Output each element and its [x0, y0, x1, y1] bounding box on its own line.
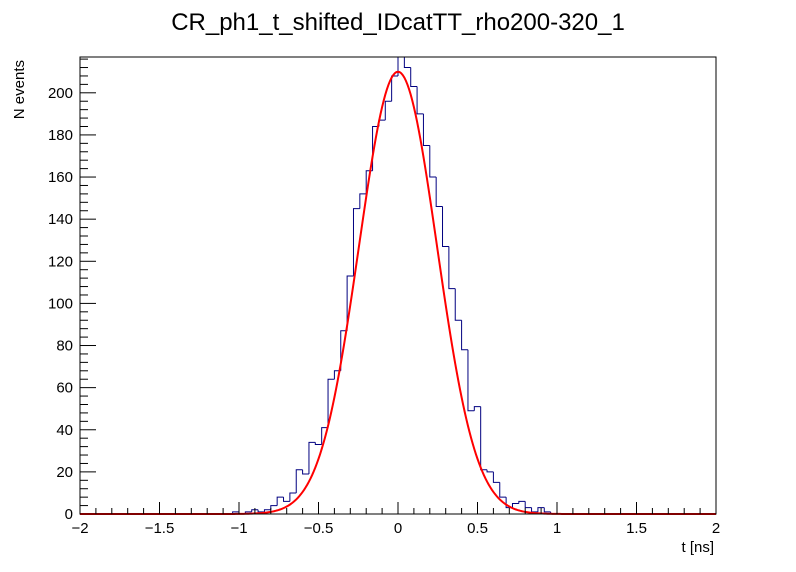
- y-tick-label: 160: [48, 169, 73, 186]
- x-tick-label: −1: [230, 520, 247, 537]
- histogram-bin: [270, 505, 278, 510]
- histogram-bin: [461, 320, 468, 351]
- histogram-bin: [429, 145, 437, 178]
- y-tick-label: 140: [48, 211, 73, 228]
- histogram-bin: [352, 208, 360, 277]
- y-tick-label: 180: [48, 127, 73, 144]
- histogram-bin: [467, 349, 475, 412]
- histogram-bin: [314, 442, 322, 446]
- histogram-bin: [276, 496, 284, 506]
- x-axis-label: t [ns]: [681, 539, 714, 556]
- histogram-bin: [251, 509, 259, 512]
- x-tick-label: 2: [712, 520, 720, 537]
- histogram-bin: [454, 288, 462, 321]
- histogram-bin: [422, 113, 430, 146]
- x-tick-label: 1: [553, 520, 561, 537]
- histogram-bin: [492, 471, 500, 483]
- x-tick-label: 1.5: [626, 520, 647, 537]
- histogram-bin: [511, 502, 519, 508]
- histogram-bin: [308, 441, 316, 474]
- x-tick-label: −1.5: [145, 520, 175, 537]
- histogram-bin: [295, 469, 303, 493]
- histogram-bins: [232, 56, 557, 515]
- histogram-bin: [518, 500, 526, 504]
- plot-frame: [79, 56, 717, 515]
- histogram-bin: [486, 469, 494, 473]
- histogram-bin: [537, 507, 545, 512]
- histogram-bin: [340, 330, 348, 371]
- axes-frame: [79, 56, 717, 515]
- histogram-bin: [403, 57, 411, 69]
- y-tick-label: 120: [48, 253, 73, 270]
- histogram-bin: [384, 100, 392, 121]
- histogram-bin: [416, 86, 424, 115]
- histogram-bin: [442, 206, 449, 248]
- fit-curve: [80, 70, 716, 515]
- histogram-bin: [359, 193, 367, 209]
- x-tick-label: 0.5: [467, 520, 488, 537]
- y-tick-label: 40: [56, 422, 73, 439]
- x-tick-label: 0: [394, 520, 402, 537]
- histogram-bin: [480, 406, 488, 471]
- histogram-bin: [410, 67, 418, 87]
- x-axis-ticks: −2 −1.5 −1 −0.5 0 0.5 1 1.5 2: [71, 502, 720, 537]
- histogram-bin: [289, 492, 297, 502]
- histogram-bin: [283, 497, 290, 502]
- x-tick-label: −0.5: [304, 520, 334, 537]
- histogram-bin: [257, 509, 265, 513]
- histogram-bin: [391, 75, 398, 102]
- histogram-bin: [524, 501, 532, 509]
- y-tick-label: 60: [56, 380, 73, 397]
- histogram-bin: [321, 427, 329, 445]
- y-tick-label: 0: [65, 506, 73, 523]
- fit-curve-group: [80, 70, 716, 515]
- histogram-bin: [531, 507, 538, 513]
- histogram-bin: [263, 509, 271, 512]
- y-tick-label: 100: [48, 295, 73, 312]
- y-axis-label: N events: [11, 60, 28, 119]
- histogram-bin: [327, 378, 335, 428]
- histogram-bin: [435, 177, 443, 208]
- y-axis-ticks: 0 20 40 60 80 100 120 140 160 180 200: [48, 58, 96, 523]
- histogram-bin: [473, 406, 481, 411]
- y-tick-label: 20: [56, 464, 73, 481]
- y-tick-label: 200: [48, 85, 73, 102]
- histogram-bin: [448, 246, 456, 290]
- histogram-bin: [499, 482, 507, 498]
- chart-title: CR_ph1_t_shifted_IDcatTT_rho200-320_1: [171, 9, 625, 36]
- x-tick-label: −2: [71, 520, 88, 537]
- histogram-bin: [302, 469, 309, 475]
- histogram-bin: [346, 275, 354, 331]
- y-tick-label: 80: [56, 338, 73, 355]
- histogram-bin: [543, 507, 551, 513]
